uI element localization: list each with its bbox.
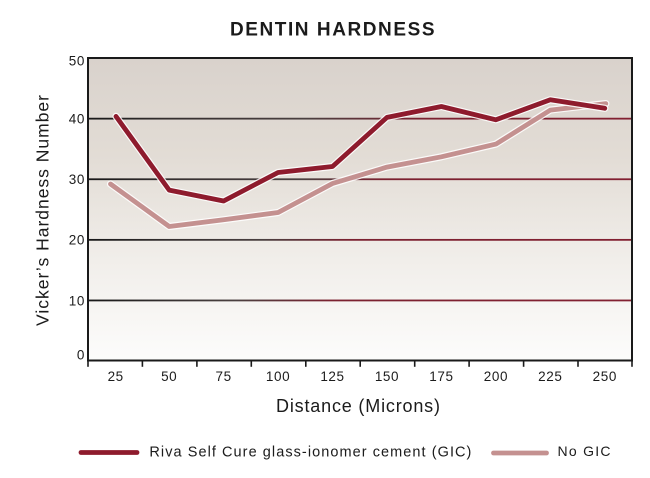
svg-text:Riva Self Cure glass-ionomer c: Riva Self Cure glass-ionomer cement (GIC…: [149, 445, 471, 461]
svg-text:50: 50: [69, 53, 85, 68]
svg-text:Vicker’s Hardness Number: Vicker’s Hardness Number: [33, 95, 53, 326]
svg-text:125: 125: [320, 369, 344, 384]
svg-text:DENTIN HARDNESS: DENTIN HARDNESS: [230, 20, 436, 41]
svg-text:30: 30: [69, 172, 85, 187]
svg-text:20: 20: [69, 233, 85, 248]
svg-text:225: 225: [538, 369, 562, 384]
svg-text:25: 25: [108, 369, 124, 384]
svg-text:175: 175: [429, 369, 453, 384]
svg-text:250: 250: [593, 369, 617, 384]
svg-text:0: 0: [77, 347, 85, 362]
svg-text:40: 40: [69, 112, 85, 127]
svg-text:No GIC: No GIC: [558, 443, 611, 459]
svg-text:10: 10: [69, 293, 85, 308]
svg-text:150: 150: [375, 369, 399, 384]
svg-text:75: 75: [215, 369, 231, 384]
svg-text:Distance (Microns): Distance (Microns): [276, 396, 440, 416]
svg-text:200: 200: [484, 369, 508, 384]
svg-text:100: 100: [266, 369, 290, 384]
svg-text:50: 50: [161, 369, 177, 384]
